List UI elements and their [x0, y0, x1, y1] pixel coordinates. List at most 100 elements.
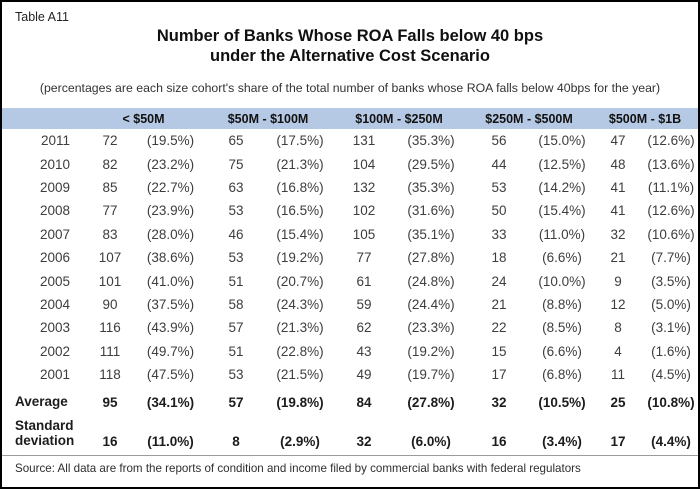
cell-count: 51: [228, 343, 244, 359]
cell-count: 32: [610, 226, 626, 242]
cell-percent: (6.6%): [542, 343, 582, 359]
cell-count: 16: [491, 433, 507, 449]
year-row: 2009 85 (22.7%) 63 (16.8%) 132 (35.3%) 53 (14.2%…: [2, 176, 698, 199]
row-label: 2008: [39, 203, 70, 219]
year-row: 2006 107 (38.6%) 53 (19.2%) 77 (27.8%) 18 (6.6%)…: [2, 246, 698, 269]
cell-percent: (19.2%): [276, 250, 324, 266]
cell-count: 90: [102, 296, 118, 312]
cell-count: 53: [228, 203, 244, 219]
cell-percent: (24.8%): [407, 273, 455, 289]
cell-count: 131: [352, 133, 376, 149]
cell-count: 8: [614, 320, 622, 336]
cell-percent: (24.3%): [276, 296, 324, 312]
cell-count: 43: [356, 343, 372, 359]
row-label: 2006: [39, 250, 70, 266]
cell-count: 53: [228, 367, 244, 383]
row-label: 2010: [39, 156, 70, 172]
cell-percent: (6.8%): [542, 367, 582, 383]
cell-count: 56: [491, 133, 507, 149]
cell-percent: (21.3%): [276, 320, 324, 336]
year-row: 2011 72 (19.5%) 65 (17.5%) 131 (35.3%) 56 (15.0%…: [2, 129, 698, 152]
year-row: 2002 111 (49.7%) 51 (22.8%) 43 (19.2%) 15 (6.6%)…: [2, 340, 698, 363]
cell-count: 17: [491, 367, 507, 383]
cell-percent: (29.5%): [407, 156, 455, 172]
cell-percent: (10.6%): [647, 226, 695, 242]
header-cohort-500m-1b: $500M - $1B: [592, 108, 698, 129]
year-row: 2008 77 (23.9%) 53 (16.5%) 102 (31.6%) 50 (15.4%…: [2, 199, 698, 222]
cell-percent: (19.5%): [146, 133, 195, 149]
cell-count: 8: [232, 433, 240, 449]
cell-percent: (35.3%): [407, 179, 455, 195]
cell-count: 116: [99, 320, 121, 336]
table-title: Number of Banks Whose ROA Falls below 40…: [2, 26, 698, 66]
cell-count: 107: [98, 250, 122, 266]
summary-row: Average 95 (34.1%) 57 (19.8%) 84 (27.8%) 32 (10.…: [2, 386, 698, 410]
cell-percent: (16.5%): [276, 203, 324, 219]
cell-percent: (23.2%): [146, 156, 195, 172]
cell-count: 25: [610, 394, 626, 410]
cell-percent: (13.6%): [647, 156, 695, 172]
cell-percent: (38.6%): [146, 250, 195, 266]
cell-count: 41: [610, 203, 626, 219]
source-note: Source: All data are from the reports of…: [15, 461, 581, 475]
cell-percent: (21.3%): [276, 156, 324, 172]
cell-percent: (11.0%): [147, 433, 194, 449]
cell-count: 75: [228, 156, 244, 172]
cell-count: 57: [228, 394, 244, 410]
cell-percent: (7.7%): [651, 250, 691, 266]
cell-count: 48: [610, 156, 626, 172]
cell-percent: (20.7%): [276, 273, 324, 289]
cell-percent: (10.0%): [538, 273, 586, 289]
cell-count: 18: [491, 250, 507, 266]
row-label: 2004: [39, 296, 70, 312]
row-label: Standard deviation: [15, 417, 75, 449]
cell-percent: (22.7%): [146, 179, 195, 195]
cell-count: 63: [228, 179, 244, 195]
cell-count: 85: [102, 179, 118, 195]
cell-count: 59: [356, 296, 372, 312]
year-row: 2010 82 (23.2%) 75 (21.3%) 104 (29.5%) 44 (12.5%…: [2, 152, 698, 175]
cell-count: 65: [228, 133, 244, 149]
cell-percent: (12.5%): [538, 156, 586, 172]
cell-count: 132: [352, 179, 376, 195]
cell-count: 72: [102, 133, 118, 149]
data-table: < $50M $50M - $100M $100M - $250M $250M …: [2, 108, 698, 452]
source-divider: [2, 454, 698, 456]
cell-percent: (15.4%): [276, 226, 324, 242]
summary-row: Standard deviation 16 (11.0%) 8 (2.9%) 32 (6.0…: [2, 410, 698, 452]
cell-count: 12: [610, 296, 626, 312]
cell-percent: (37.5%): [146, 296, 195, 312]
header-cohort-250m-500m: $250M - $500M: [466, 108, 593, 129]
year-row: 2001 118 (47.5%) 53 (21.5%) 49 (19.7%) 17 (6.8%)…: [2, 363, 698, 386]
cell-percent: (10.5%): [538, 394, 586, 410]
cell-percent: (27.8%): [407, 250, 455, 266]
cell-count: 95: [102, 394, 118, 410]
cell-percent: (35.3%): [407, 133, 455, 149]
cell-percent: (10.8%): [647, 394, 695, 410]
row-label: 2007: [39, 226, 70, 242]
cell-percent: (47.5%): [146, 367, 195, 383]
cell-count: 84: [356, 394, 372, 410]
cell-percent: (43.9%): [146, 320, 195, 336]
cell-count: 41: [610, 179, 626, 195]
cell-percent: (31.6%): [407, 203, 455, 219]
cell-percent: (4.4%): [651, 433, 691, 449]
cell-percent: (12.6%): [647, 203, 695, 219]
cell-count: 11: [611, 367, 626, 383]
cell-count: 77: [356, 250, 372, 266]
cell-count: 44: [491, 156, 507, 172]
cell-percent: (15.4%): [538, 203, 586, 219]
header-year-blank: [2, 108, 83, 129]
cell-percent: (17.5%): [276, 133, 324, 149]
cell-count: 50: [491, 203, 507, 219]
cell-count: 24: [491, 273, 507, 289]
cell-count: 9: [614, 273, 622, 289]
cell-count: 51: [228, 273, 244, 289]
cell-percent: (34.1%): [146, 394, 195, 410]
cell-percent: (5.0%): [651, 296, 691, 312]
header-cohort-50m-100m: $50M - $100M: [204, 108, 333, 129]
row-label: Average: [15, 394, 68, 410]
cell-percent: (3.1%): [651, 320, 691, 336]
cell-count: 58: [228, 296, 244, 312]
